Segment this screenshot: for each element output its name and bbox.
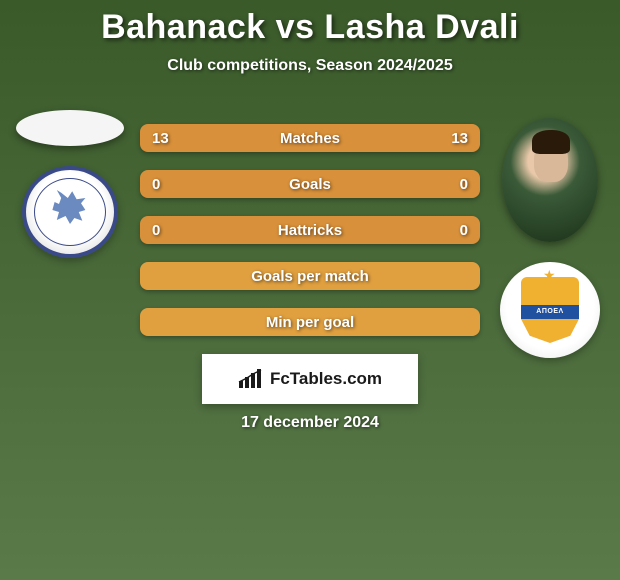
stats-bars: 13Matches130Goals00Hattricks0Goals per m… (140, 124, 480, 354)
stat-left-value: 0 (152, 222, 160, 239)
page-subtitle: Club competitions, Season 2024/2025 (0, 57, 620, 75)
stat-left-value: 0 (152, 176, 160, 193)
stat-label: Goals (140, 176, 480, 193)
shield-icon: ★ ΑΠΟΕΛ (521, 277, 579, 343)
stat-label: Matches (140, 130, 480, 147)
site-name: FcTables.com (270, 369, 382, 389)
stat-right-value: 13 (451, 130, 468, 147)
stat-label: Hattricks (140, 222, 480, 239)
stat-left-value: 13 (152, 130, 169, 147)
club-logo-right: ★ ΑΠΟΕΛ (500, 262, 600, 358)
stat-right-value: 0 (460, 222, 468, 239)
page-title: Bahanack vs Lasha Dvali (0, 0, 620, 47)
club-logo-left (22, 166, 118, 258)
footer-date: 17 december 2024 (0, 414, 620, 432)
stat-label: Goals per match (140, 268, 480, 285)
stat-label: Min per goal (140, 314, 480, 331)
stat-row: Goals per match (140, 262, 480, 290)
stat-row: Min per goal (140, 308, 480, 336)
club-band-text: ΑΠΟΕΛ (521, 305, 579, 319)
stat-right-value: 0 (460, 176, 468, 193)
left-player-column (10, 110, 130, 258)
stat-row: 0Hattricks0 (140, 216, 480, 244)
stat-row: 13Matches13 (140, 124, 480, 152)
player-right-photo (502, 118, 598, 242)
bars-icon (238, 369, 264, 389)
player-left-placeholder (16, 110, 124, 146)
stat-row: 0Goals0 (140, 170, 480, 198)
site-logo: FcTables.com (202, 354, 418, 404)
right-player-column: ★ ΑΠΟΕΛ (490, 118, 610, 358)
